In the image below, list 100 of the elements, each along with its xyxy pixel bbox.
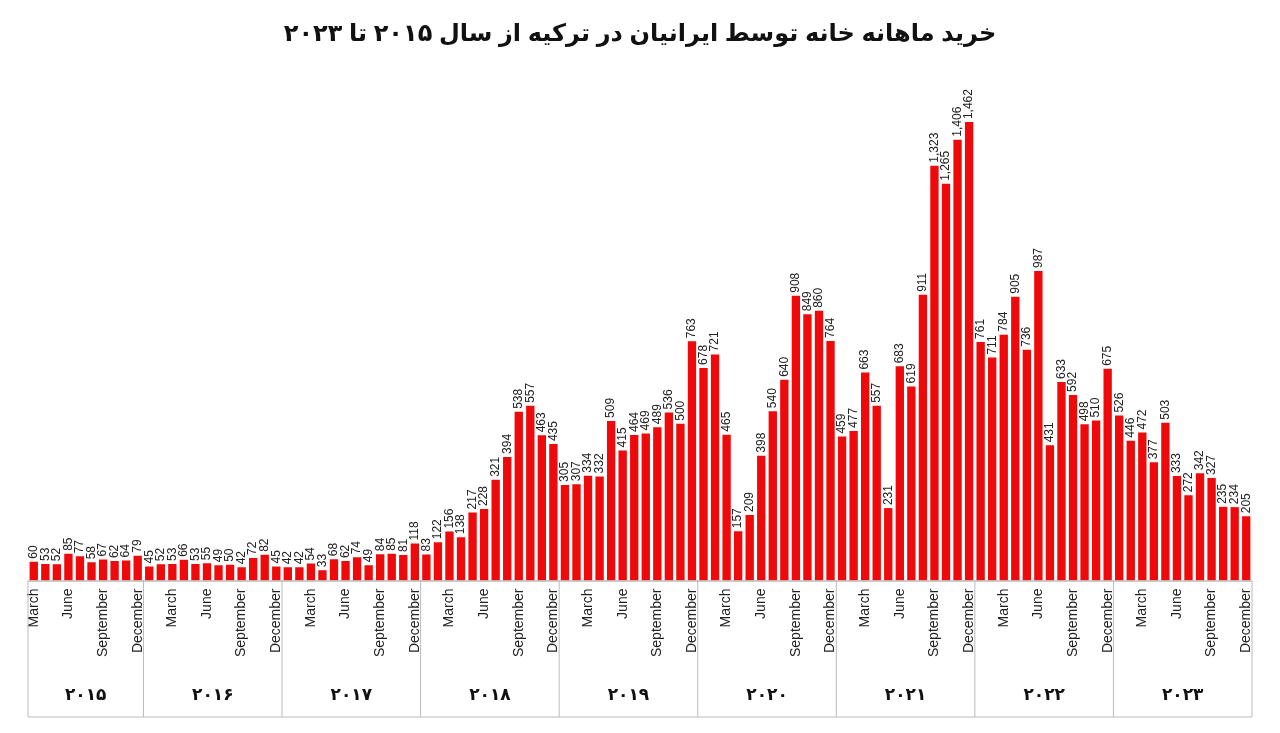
bar bbox=[445, 531, 454, 581]
bar bbox=[1022, 349, 1031, 581]
x-tick-label: December bbox=[682, 588, 699, 654]
data-label: 675 bbox=[1099, 345, 1114, 366]
bar bbox=[1068, 394, 1078, 581]
x-tick-label: March bbox=[1133, 588, 1150, 628]
data-label: 557 bbox=[869, 382, 884, 403]
bar bbox=[1103, 368, 1112, 581]
bar bbox=[456, 537, 466, 581]
bar bbox=[526, 405, 535, 581]
text: ۲۰۲۲ bbox=[1023, 684, 1066, 704]
data-label: 911 bbox=[915, 272, 930, 292]
bar bbox=[341, 561, 350, 581]
data-label: 72 bbox=[245, 541, 260, 555]
bar bbox=[479, 509, 489, 581]
bar bbox=[272, 566, 281, 581]
bar bbox=[1218, 506, 1228, 581]
x-tick-label: June bbox=[1167, 588, 1184, 619]
x-tick-label: September bbox=[371, 588, 388, 657]
bar bbox=[503, 456, 512, 581]
data-label: 217 bbox=[464, 489, 479, 510]
x-tick-label: September bbox=[509, 588, 526, 657]
data-label: 1,462 bbox=[961, 88, 976, 120]
bar bbox=[595, 476, 604, 581]
x-tick-label: September bbox=[925, 588, 942, 657]
x-tick-label: June bbox=[336, 588, 353, 619]
data-label: 333 bbox=[1169, 452, 1184, 474]
x-tick-label: September bbox=[648, 588, 665, 657]
text: ۲۰۱۶ bbox=[192, 684, 234, 704]
bar bbox=[884, 508, 893, 581]
data-label: 64 bbox=[118, 543, 133, 558]
x-tick-label: March bbox=[578, 588, 595, 628]
bar bbox=[179, 559, 189, 581]
bar bbox=[1138, 432, 1147, 581]
data-label: 509 bbox=[603, 397, 618, 418]
text: ۲۰۱۷ bbox=[330, 684, 373, 704]
data-label: 82 bbox=[257, 538, 272, 552]
x-tick-label: December bbox=[267, 588, 284, 654]
bar bbox=[941, 183, 951, 581]
bar bbox=[803, 314, 812, 581]
bar bbox=[861, 372, 870, 581]
bar bbox=[410, 543, 419, 581]
data-label: 683 bbox=[892, 343, 907, 364]
data-label: 321 bbox=[487, 456, 502, 477]
data-label: 764 bbox=[822, 317, 837, 338]
bar bbox=[976, 341, 985, 581]
x-tick-label: June bbox=[59, 588, 76, 619]
bar bbox=[376, 554, 385, 581]
bar bbox=[999, 334, 1008, 581]
x-tick-label: March bbox=[440, 588, 457, 628]
bar bbox=[249, 557, 258, 581]
data-label: 540 bbox=[765, 387, 780, 409]
bar bbox=[468, 512, 477, 581]
bar bbox=[895, 366, 904, 581]
bar bbox=[260, 554, 269, 581]
bar bbox=[41, 563, 50, 581]
text: ۲۰۱۵ bbox=[64, 684, 107, 704]
bar bbox=[953, 139, 962, 581]
text: ۲۰۲۱ bbox=[884, 684, 927, 704]
bar bbox=[653, 427, 662, 581]
x-tick-label: September bbox=[1202, 588, 1219, 657]
x-tick-label: September bbox=[232, 588, 249, 657]
data-label: 592 bbox=[1065, 371, 1080, 392]
bar bbox=[988, 357, 997, 581]
x-tick-label: March bbox=[994, 588, 1011, 628]
data-label: 398 bbox=[753, 432, 768, 453]
data-label: 908 bbox=[788, 272, 803, 293]
bar bbox=[29, 561, 38, 581]
bar bbox=[1115, 415, 1124, 581]
bar bbox=[768, 411, 777, 581]
bar bbox=[87, 562, 96, 581]
bar bbox=[1149, 462, 1159, 581]
data-label: 663 bbox=[857, 349, 872, 370]
bar bbox=[1161, 422, 1170, 581]
bar bbox=[837, 436, 847, 581]
x-tick-label: March bbox=[24, 588, 41, 628]
data-label: 711 bbox=[984, 335, 999, 355]
bar bbox=[422, 554, 431, 581]
x-tick-label: March bbox=[717, 588, 734, 628]
bar bbox=[1184, 495, 1193, 581]
data-label: 503 bbox=[1157, 399, 1172, 420]
x-tick-label: September bbox=[1063, 588, 1080, 657]
data-label: 987 bbox=[1030, 247, 1045, 269]
bar bbox=[1207, 477, 1216, 581]
bar bbox=[1242, 516, 1251, 581]
x-tick-label: September bbox=[93, 588, 110, 657]
bar bbox=[745, 514, 754, 581]
bar bbox=[145, 566, 154, 581]
bar bbox=[930, 165, 939, 581]
bar bbox=[676, 423, 685, 581]
data-label: 736 bbox=[1019, 326, 1034, 347]
bar bbox=[1045, 445, 1055, 581]
data-label: 633 bbox=[1053, 358, 1068, 380]
bar bbox=[202, 563, 212, 581]
x-tick-label: December bbox=[544, 588, 561, 654]
bar bbox=[1126, 440, 1135, 581]
bar bbox=[664, 412, 674, 581]
x-tick-label: June bbox=[1029, 588, 1046, 619]
bar bbox=[872, 405, 881, 581]
data-label: 431 bbox=[1042, 422, 1057, 443]
